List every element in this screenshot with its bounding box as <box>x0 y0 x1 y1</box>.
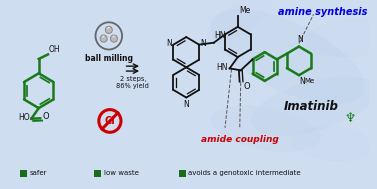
Text: Me: Me <box>239 6 250 15</box>
Text: N: N <box>200 39 206 48</box>
Ellipse shape <box>211 9 364 104</box>
Ellipse shape <box>251 77 376 135</box>
Text: N: N <box>300 77 305 87</box>
Text: Imatinib: Imatinib <box>284 100 339 113</box>
Ellipse shape <box>207 0 273 42</box>
Text: Me: Me <box>305 78 315 84</box>
Text: HO: HO <box>18 113 30 122</box>
Text: O: O <box>42 112 49 121</box>
Ellipse shape <box>211 106 320 151</box>
Circle shape <box>110 35 118 42</box>
Text: HN: HN <box>215 31 226 40</box>
Text: N: N <box>297 35 303 44</box>
Text: ball milling: ball milling <box>85 54 133 63</box>
Text: N: N <box>183 100 189 109</box>
Text: safer: safer <box>30 170 48 176</box>
Text: amine synthesis: amine synthesis <box>278 7 368 17</box>
Ellipse shape <box>291 126 372 161</box>
Text: low waste: low waste <box>104 170 138 176</box>
Text: 2 steps,
86% yield: 2 steps, 86% yield <box>116 76 149 89</box>
Text: HN: HN <box>216 63 228 72</box>
Text: N: N <box>167 39 172 48</box>
Text: O: O <box>243 82 250 91</box>
Text: ♆: ♆ <box>345 112 356 125</box>
Text: Cl: Cl <box>104 116 115 125</box>
Circle shape <box>100 35 107 42</box>
Ellipse shape <box>305 19 377 57</box>
Text: amide coupling: amide coupling <box>201 135 279 144</box>
Text: OH: OH <box>48 45 60 54</box>
Text: avoids a genotoxic intermediate: avoids a genotoxic intermediate <box>188 170 301 176</box>
Bar <box>94 170 101 177</box>
Bar <box>20 170 27 177</box>
Circle shape <box>105 26 112 33</box>
Bar <box>179 170 185 177</box>
